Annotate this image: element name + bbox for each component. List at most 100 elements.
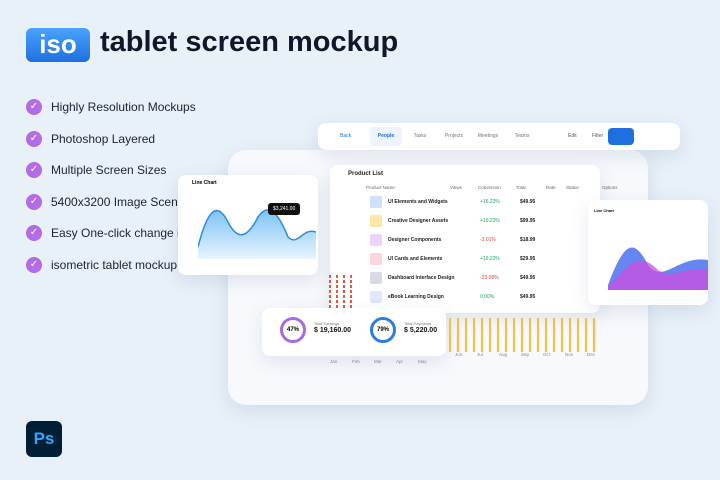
conversion: -23.08% xyxy=(480,275,499,281)
check-icon: ✓ xyxy=(26,225,42,242)
table-row: Designer Components -3.01% $18.99 xyxy=(340,231,594,249)
column-header: Views xyxy=(450,185,462,190)
month-label: Apr xyxy=(396,359,404,364)
thumbnail xyxy=(370,215,382,227)
product-name: Creative Designer Assets xyxy=(388,218,449,224)
tab[interactable]: Teams xyxy=(514,133,530,139)
feature-text: 5400x3200 Image Scene Size xyxy=(51,194,212,209)
total: $49.95 xyxy=(520,294,536,300)
thumbnail xyxy=(370,196,382,208)
action-button[interactable] xyxy=(608,128,634,145)
area-chart xyxy=(608,247,708,290)
month-label: Aug xyxy=(499,352,508,357)
stat-amount: $ 19,160.00 xyxy=(314,327,351,334)
column-header: Options xyxy=(602,185,618,190)
area-chart-card: Line Chart xyxy=(588,200,708,305)
month-label: Jun xyxy=(455,352,463,357)
month-axis: Jan Feb Mar Apr May xyxy=(330,359,450,367)
product-name: UI Cards and Elements xyxy=(388,256,443,262)
total: $99.95 xyxy=(520,218,536,224)
column-header: Total xyxy=(516,185,526,190)
product-name: UI Elements and Widgets xyxy=(388,199,448,205)
product-table: Product List Product Name Views Conversion… xyxy=(330,165,618,313)
conversion: +16.23% xyxy=(480,199,500,205)
bar-decoration xyxy=(329,275,352,310)
feature-text: Easy One-click change images xyxy=(51,226,216,241)
thumbnail xyxy=(370,272,382,284)
title: tablet screen mockup xyxy=(100,26,399,58)
bar-decoration xyxy=(448,318,596,352)
conversion: -3.01% xyxy=(480,237,496,243)
stat-label: Total Payments xyxy=(404,321,432,326)
feature: ✓ 5400x3200 Image Scene Size xyxy=(26,193,212,210)
product-name: Designer Components xyxy=(388,237,442,243)
progress-ring: 79% xyxy=(370,317,396,343)
tabs: People Tasks Projects Meetings Teams xyxy=(370,127,550,146)
conversion: +16.23% xyxy=(480,256,500,262)
tab[interactable]: Meetings xyxy=(477,133,499,139)
feature-text: Highly Resolution Mockups xyxy=(51,100,196,114)
progress-ring: 47% xyxy=(280,317,306,343)
column-header: Conversion xyxy=(478,185,501,190)
month-label: Nov xyxy=(565,352,574,357)
total: $29.95 xyxy=(520,256,536,262)
table-row: Creative Designer Assets +16.23% $99.95 xyxy=(340,212,594,230)
column-header: Product Name xyxy=(366,185,395,190)
check-icon: ✓ xyxy=(26,257,42,273)
month-axis: Jun Jul Aug Sep Oct Nov Dec xyxy=(455,352,605,360)
stats-card: 47% Total Earnings $ 19,160.00 79% Total Pay… xyxy=(262,308,446,356)
nav-bar: Back People Tasks Projects Meetings Teams Ed… xyxy=(318,123,680,150)
feature: ✓ Highly Resolution Mockups xyxy=(26,99,196,115)
tab[interactable]: Projects xyxy=(444,133,464,139)
thumbnail xyxy=(370,291,382,303)
product-name: Dashboard Interface Design xyxy=(388,275,455,281)
month-label: Oct xyxy=(543,352,551,357)
filter[interactable]: Filter xyxy=(592,133,604,139)
month-label: Mar xyxy=(374,359,382,364)
total: $49.95 xyxy=(520,199,536,205)
ps-logo: Ps xyxy=(26,421,62,457)
month-label: May xyxy=(418,359,427,364)
feature-text: Photoshop Layered xyxy=(51,131,156,146)
total: $49.95 xyxy=(520,275,536,281)
check-icon: ✓ xyxy=(26,99,42,115)
back[interactable]: Back xyxy=(340,133,352,139)
line-chart xyxy=(198,209,316,259)
check-icon: ✓ xyxy=(26,162,42,179)
month-label: Dec xyxy=(587,352,596,357)
thumbnail xyxy=(370,234,382,246)
feature: ✓ Multiple Screen Sizes xyxy=(26,162,167,179)
badge: iso xyxy=(26,28,90,62)
feature: ✓ Photoshop Layered xyxy=(26,130,156,147)
check-icon: ✓ xyxy=(26,130,42,147)
column-header: Rate xyxy=(546,185,556,190)
table-title: Product List xyxy=(348,171,384,177)
feature-text: Multiple Screen Sizes xyxy=(51,163,167,178)
month-label: Feb xyxy=(352,359,360,364)
tab[interactable]: People xyxy=(370,127,402,146)
table-row: UI Cards and Elements +16.23% $29.95 xyxy=(340,250,594,268)
line-chart-card: Line Chart $3,241.00 xyxy=(178,175,318,275)
conversion: +16.23% xyxy=(480,218,500,224)
total: $18.99 xyxy=(520,237,536,243)
feature: ✓ Easy One-click change images xyxy=(26,225,216,242)
area-chart-title: Line Chart xyxy=(594,208,614,213)
tab[interactable]: Tasks xyxy=(413,133,427,139)
month-label: Jul xyxy=(477,352,483,357)
table-row: Dashboard Interface Design -23.08% $49.95 xyxy=(340,269,594,287)
stat-label: Total Earnings xyxy=(314,321,340,326)
month-label: Jan xyxy=(330,359,338,364)
table-row: eBook Learning Design 0.00% $49.95 xyxy=(340,288,594,306)
line-chart-title: Line Chart xyxy=(192,180,217,186)
conversion: 0.00% xyxy=(480,294,495,300)
stat-amount: $ 5,220.00 xyxy=(404,327,438,334)
month-label: Sep xyxy=(521,352,530,357)
tooltip: $3,241.00 xyxy=(268,203,301,215)
table-row: UI Elements and Widgets +16.23% $49.95 xyxy=(340,193,594,211)
thumbnail xyxy=(370,253,382,265)
product-name: eBook Learning Design xyxy=(388,294,444,300)
check-icon: ✓ xyxy=(26,193,42,210)
column-header: Status xyxy=(566,185,579,190)
edit[interactable]: Edit xyxy=(568,133,577,139)
